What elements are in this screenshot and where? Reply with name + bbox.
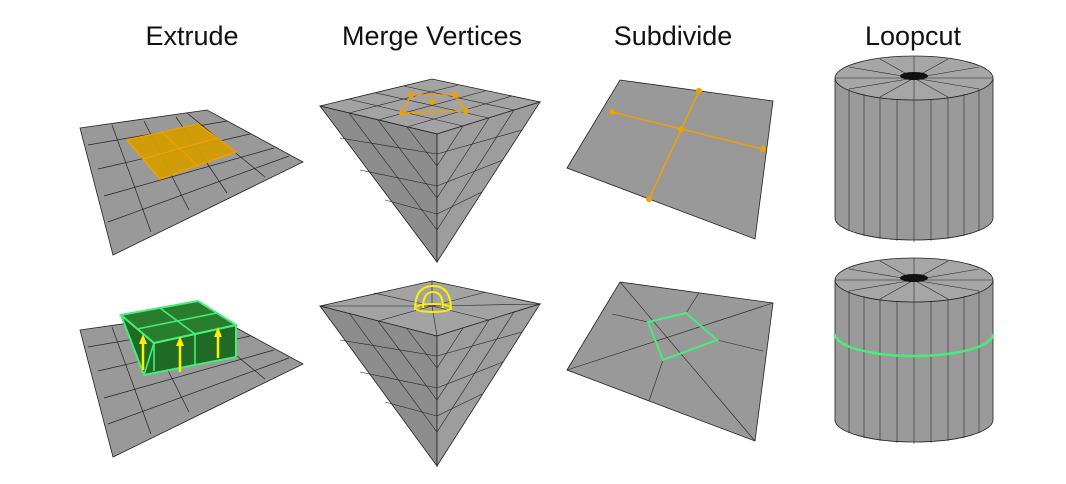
title-extrude: Extrude bbox=[145, 21, 239, 51]
subdivide-after-plane bbox=[566, 281, 774, 442]
subdivide-before-plane bbox=[566, 79, 774, 240]
subdivide-inset-face bbox=[646, 311, 719, 362]
extrude-after-plane bbox=[79, 299, 304, 458]
merge-before-cube bbox=[319, 78, 542, 264]
merge-arc-icon bbox=[414, 284, 452, 313]
loopcut-before-cylinder bbox=[834, 55, 994, 242]
extrude-selected-faces bbox=[125, 123, 238, 180]
arrow-up-icon bbox=[139, 327, 222, 372]
title-loopcut: Loopcut bbox=[864, 21, 962, 51]
title-subdivide: Subdivide bbox=[613, 21, 733, 51]
loopcut-after-cylinder bbox=[833, 257, 995, 444]
extrude-before-plane bbox=[79, 109, 304, 256]
loopcut-edge-loop bbox=[833, 333, 995, 358]
title-merge-vertices: Merge Vertices bbox=[341, 21, 523, 51]
merge-after-cube bbox=[319, 280, 542, 468]
